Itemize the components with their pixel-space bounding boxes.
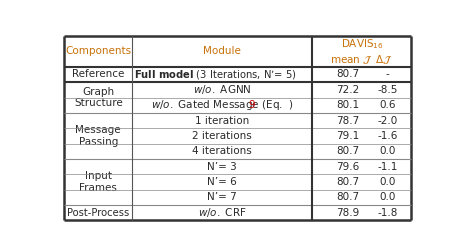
Text: 80.1: 80.1 (336, 100, 359, 110)
Text: $\mathit{w/o.}$ AGNN: $\mathit{w/o.}$ AGNN (193, 83, 252, 96)
Text: 1 iteration: 1 iteration (195, 116, 249, 125)
Text: 0.6: 0.6 (379, 100, 396, 110)
Text: 9: 9 (248, 100, 255, 110)
Text: mean $\mathcal{J}$  $\Delta\mathcal{J}$: mean $\mathcal{J}$ $\Delta\mathcal{J}$ (330, 53, 393, 66)
Text: N’= 6: N’= 6 (207, 177, 237, 187)
Text: Message
Passing: Message Passing (75, 125, 121, 147)
Text: -1.1: -1.1 (377, 162, 398, 172)
Text: -1.6: -1.6 (377, 131, 398, 141)
Text: 0.0: 0.0 (380, 192, 396, 202)
Text: 0.0: 0.0 (380, 146, 396, 156)
Text: 4 iterations: 4 iterations (192, 146, 252, 156)
Text: Components: Components (65, 46, 131, 56)
Text: 80.7: 80.7 (336, 192, 359, 202)
Text: -1.8: -1.8 (377, 208, 398, 218)
Text: 72.2: 72.2 (336, 85, 360, 95)
Text: 79.6: 79.6 (336, 162, 360, 172)
Text: Post-Process: Post-Process (67, 208, 129, 218)
Text: DAVIS$_{16}$: DAVIS$_{16}$ (341, 37, 383, 51)
Text: 0.0: 0.0 (380, 177, 396, 187)
Text: 80.7: 80.7 (336, 146, 359, 156)
Text: N’= 3: N’= 3 (207, 162, 237, 172)
Text: -: - (386, 70, 390, 79)
Text: 79.1: 79.1 (336, 131, 360, 141)
Text: 80.7: 80.7 (336, 70, 359, 79)
Text: $\mathit{w/o.}$ CRF: $\mathit{w/o.}$ CRF (198, 206, 246, 219)
Text: Reference: Reference (72, 70, 124, 79)
Text: -8.5: -8.5 (377, 85, 398, 95)
Text: 78.9: 78.9 (336, 208, 360, 218)
Text: Input
Frames: Input Frames (79, 171, 117, 193)
Text: N’= 7: N’= 7 (207, 192, 237, 202)
Text: Graph
Structure: Graph Structure (74, 87, 123, 108)
Text: Module: Module (203, 46, 241, 56)
Text: $\mathbf{Full\ model}$ (3 Iterations, N’= 5): $\mathbf{Full\ model}$ (3 Iterations, N’… (134, 68, 297, 81)
Text: 78.7: 78.7 (336, 116, 360, 125)
Text: -2.0: -2.0 (377, 116, 397, 125)
Text: 2 iterations: 2 iterations (192, 131, 252, 141)
Text: 80.7: 80.7 (336, 177, 359, 187)
Text: $\mathit{w/o.}$ Gated Message (Eq.  ): $\mathit{w/o.}$ Gated Message (Eq. ) (151, 98, 294, 112)
